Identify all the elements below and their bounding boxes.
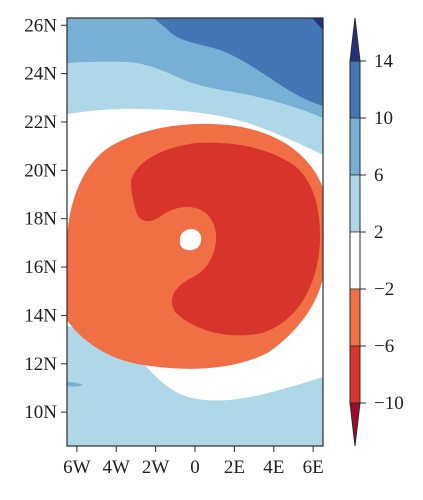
colorbar-tick-label: −2	[374, 279, 394, 300]
x-axis: 6W 4W 2W 0 2E 4E 6E	[63, 446, 324, 478]
contour-extreme-positive-corner	[312, 18, 323, 30]
colorbar-bin	[349, 345, 361, 404]
contour-moderate-positive-south-fleck	[67, 382, 83, 387]
plot-area	[66, 17, 324, 447]
contour-fill-layer	[67, 18, 323, 446]
contour-center-neutral-pocket	[179, 229, 202, 251]
colorbar-bin	[349, 288, 361, 347]
colorbar-tick-label: 10	[374, 108, 393, 129]
y-tick-label: 14N	[24, 305, 57, 326]
x-tick-label: 4W	[103, 457, 131, 478]
colorbar-bottom-extension	[349, 402, 361, 447]
colorbar-top-extension	[349, 17, 361, 62]
x-tick-label: 2E	[224, 457, 245, 478]
y-tick-label: 24N	[24, 64, 57, 85]
colorbar-bin	[349, 174, 361, 233]
colorbar-tick-label: −10	[374, 393, 404, 414]
y-tick-label: 22N	[24, 112, 57, 133]
colorbar-bin	[349, 117, 361, 176]
y-axis: 10N 12N 14N 16N 18N 20N 22N 24N 26N	[24, 15, 67, 423]
contour-strong-negative	[131, 142, 321, 336]
colorbar-tick-label: 14	[374, 51, 394, 72]
colorbar-tick-label: −6	[374, 336, 394, 357]
colorbar-bin	[349, 60, 361, 119]
colorbar-tick-label: 6	[374, 165, 384, 186]
colorbar-bin	[349, 231, 361, 290]
y-tick-label: 20N	[24, 160, 57, 181]
x-tick-label: 6W	[63, 457, 91, 478]
x-tick-label: 4E	[263, 457, 284, 478]
y-tick-label: 18N	[24, 209, 57, 230]
colorbar-tick-label: 2	[374, 222, 384, 243]
x-tick-label: 6E	[303, 457, 324, 478]
x-tick-label: 2W	[142, 457, 170, 478]
y-tick-label: 26N	[24, 15, 57, 36]
colorbar: −10 −6 −2 2 6 10 14	[349, 17, 404, 447]
x-tick-label: 0	[190, 457, 200, 478]
contour-strong-positive-north	[154, 18, 323, 106]
y-tick-label: 12N	[24, 354, 57, 375]
y-tick-label: 16N	[24, 257, 57, 278]
y-tick-label: 10N	[24, 402, 57, 423]
